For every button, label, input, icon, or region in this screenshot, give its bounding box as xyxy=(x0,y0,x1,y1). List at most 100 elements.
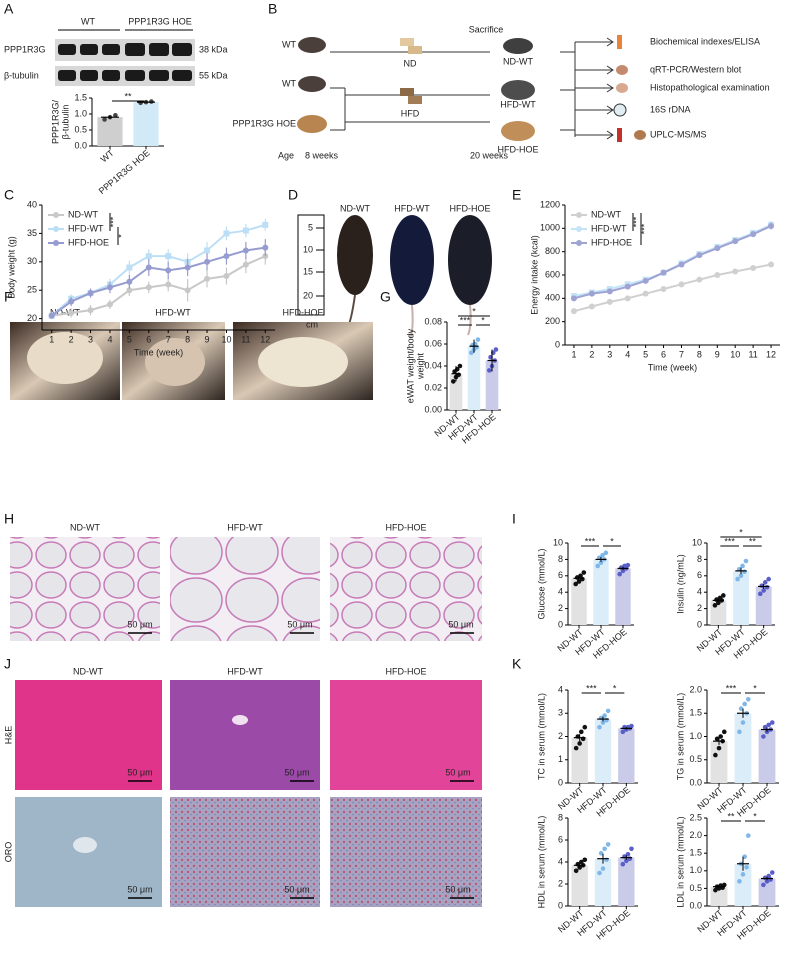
bar xyxy=(467,346,481,410)
mouse-icons xyxy=(297,35,646,142)
y-tick-label: 2 xyxy=(558,731,563,741)
data-point xyxy=(602,713,607,718)
legend-label: HFD-HOE xyxy=(591,237,632,247)
significance-label: *** xyxy=(585,536,596,546)
data-point xyxy=(740,720,746,725)
diagram-shapes xyxy=(330,37,614,140)
label: ND-WT xyxy=(73,666,103,676)
data-point xyxy=(761,882,766,888)
data-point xyxy=(573,745,579,751)
data-point xyxy=(600,720,606,725)
point xyxy=(696,252,703,259)
point xyxy=(126,264,133,271)
y-tick-label: 2.0 xyxy=(689,830,702,840)
point xyxy=(68,309,75,316)
y-tick-label: 2.5 xyxy=(689,812,702,822)
data-point xyxy=(620,729,626,735)
label: WT xyxy=(282,39,296,49)
y-tick-label: 6 xyxy=(697,570,702,580)
data-point xyxy=(600,553,605,558)
bar xyxy=(593,559,609,625)
data-point xyxy=(766,873,771,879)
data-point xyxy=(745,697,751,702)
label: 50 μm xyxy=(287,619,312,629)
y-tick-label: 3 xyxy=(558,708,563,718)
x-tick-label: 4 xyxy=(625,349,630,359)
y-tick-label: 0.0 xyxy=(689,777,702,787)
data-point xyxy=(764,584,770,590)
point xyxy=(624,295,631,302)
panel-letter: F xyxy=(4,289,13,305)
y-axis-label: TG in serum (mmol/L) xyxy=(675,693,685,781)
label: ND-WT xyxy=(70,522,100,532)
data-point xyxy=(625,562,631,568)
y-tick-label: 0 xyxy=(558,619,563,629)
data-point xyxy=(743,558,749,564)
point xyxy=(768,261,775,268)
y-axis-label: Body weight (g) xyxy=(6,236,16,299)
point xyxy=(642,277,649,284)
data-point xyxy=(149,99,154,104)
data-point xyxy=(617,571,622,577)
data-point xyxy=(769,720,775,725)
data-point xyxy=(624,858,629,864)
label: cm xyxy=(306,319,318,329)
bar xyxy=(97,117,123,146)
y-tick-label: 35 xyxy=(27,228,37,238)
point xyxy=(145,253,152,260)
y-axis-label: Insulin (ng/mL) xyxy=(675,554,685,614)
liver-photos xyxy=(15,680,482,907)
y-tick-label: 4 xyxy=(558,684,563,694)
point xyxy=(106,284,113,291)
data-point xyxy=(602,846,607,852)
significance-label: *** xyxy=(460,315,471,325)
x-tick-label: 2 xyxy=(69,334,74,344)
legend-marker xyxy=(576,212,582,218)
data-point xyxy=(582,857,588,863)
data-point xyxy=(744,864,749,870)
scale-bars xyxy=(128,632,474,899)
x-axis-label: Time (week) xyxy=(648,362,697,372)
significance-label: *** xyxy=(724,536,735,546)
significance-label: ** xyxy=(749,536,757,546)
label: Age xyxy=(278,150,294,160)
legend-marker xyxy=(53,212,59,218)
point xyxy=(678,261,685,268)
label: WT xyxy=(282,78,296,88)
panel-letter: K xyxy=(512,656,522,672)
significance-label: *** xyxy=(108,216,118,227)
x-tick-label: 7 xyxy=(166,334,171,344)
point xyxy=(126,287,133,294)
y-tick-label: 0.04 xyxy=(424,360,442,370)
bar xyxy=(755,586,772,625)
significance-label: * xyxy=(481,315,485,325)
label: HFD-WT xyxy=(227,666,263,676)
label: HFD-HOE xyxy=(386,666,427,676)
point xyxy=(660,269,667,276)
legend-label: ND-WT xyxy=(68,209,98,219)
data-point xyxy=(113,112,118,118)
label: 55 kDa xyxy=(199,70,228,80)
significance-label: *** xyxy=(726,683,737,693)
x-tick-label: 11 xyxy=(241,334,250,344)
x-tick-label: 11 xyxy=(748,349,757,359)
series-line xyxy=(573,223,772,297)
point xyxy=(223,230,230,237)
data-point xyxy=(740,872,746,877)
x-tick-label: 7 xyxy=(679,349,684,359)
label: 20 weeks xyxy=(470,150,509,160)
data-point xyxy=(600,866,606,871)
data-point xyxy=(475,337,481,342)
legend-label: ND-WT xyxy=(591,209,621,219)
y-tick-label: 1000 xyxy=(540,223,560,233)
label: 8 weeks xyxy=(305,150,339,160)
y-tick-label: 4 xyxy=(697,587,702,597)
data-point xyxy=(579,859,584,865)
label: HFD-WT xyxy=(394,203,430,213)
significance-label: ** xyxy=(124,91,132,101)
legend-label: HFD-WT xyxy=(591,223,627,233)
y-axis-label: eWAT weight/body xyxy=(405,328,415,403)
fat-photos xyxy=(10,322,373,400)
panel-letter: G xyxy=(380,289,391,305)
y-axis-label: weight xyxy=(415,352,425,380)
